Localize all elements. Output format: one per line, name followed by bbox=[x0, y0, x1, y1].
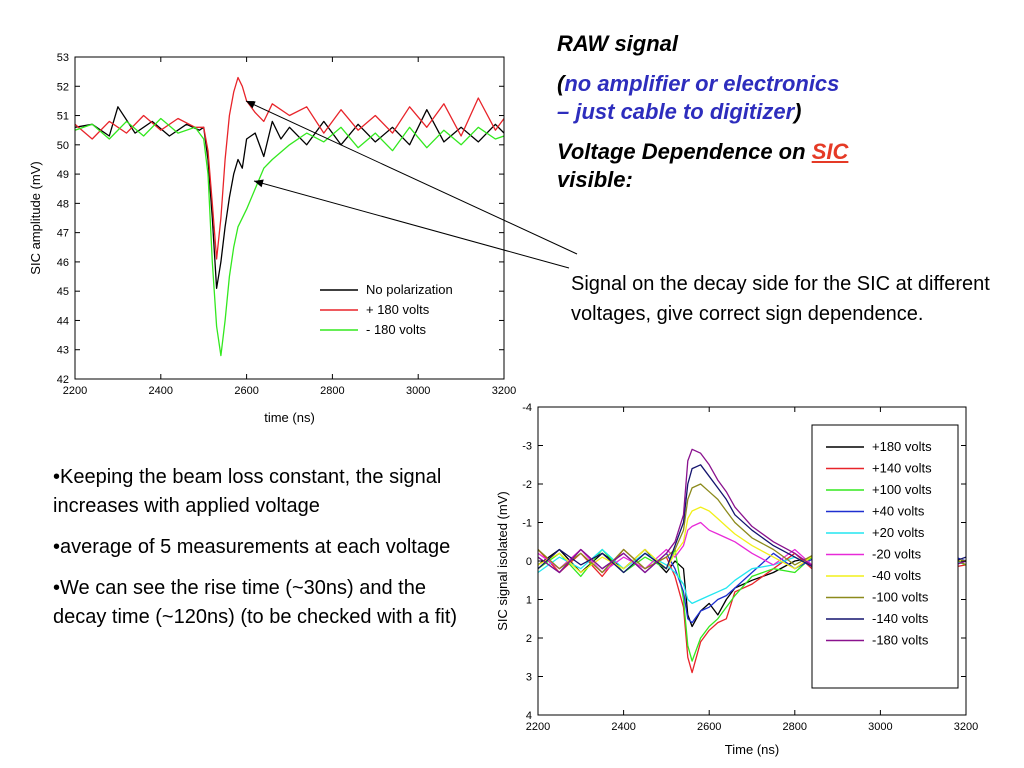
series-line bbox=[75, 106, 504, 289]
y-tick-label: 3 bbox=[526, 672, 532, 684]
setup-note: (no amplifier or electronics – just cabl… bbox=[557, 70, 997, 126]
setup-note-part1: no amplifier or electronics bbox=[564, 71, 840, 96]
y-tick-label: -4 bbox=[522, 402, 532, 414]
voltage-dependence-line: Voltage Dependence on SIC visible: bbox=[557, 138, 997, 194]
chart-1: 2200 2400 2600 2800 3000 3200 42 43 44 45 46 47 48 49… bbox=[28, 52, 516, 425]
legend-label: +140 volts bbox=[872, 461, 932, 476]
y-tick-label: 53 bbox=[57, 52, 69, 64]
legend-label: + 180 volts bbox=[366, 302, 430, 317]
legend-label: +20 volts bbox=[872, 525, 925, 540]
y-tick-label: 4 bbox=[526, 710, 532, 722]
x-tick-label: 2800 bbox=[320, 385, 344, 397]
legend-label: -180 volts bbox=[872, 633, 929, 648]
x-tick-label: 2800 bbox=[783, 721, 807, 733]
x-tick-label: 3000 bbox=[868, 721, 892, 733]
y-tick-label: 1 bbox=[526, 595, 532, 607]
y-tick-label: 44 bbox=[57, 315, 69, 327]
x-tick-label: 2200 bbox=[63, 385, 87, 397]
y-tick-label: -1 bbox=[522, 518, 532, 530]
y-tick-label: 49 bbox=[57, 169, 69, 181]
voltage-dependence-prefix: Voltage Dependence on bbox=[557, 139, 812, 164]
x-tick-label: 2400 bbox=[149, 385, 173, 397]
x-tick-label: 2600 bbox=[234, 385, 258, 397]
y-tick-label: 2 bbox=[526, 633, 532, 645]
y-tick-label: 51 bbox=[57, 111, 69, 123]
y-tick-label: 46 bbox=[57, 257, 69, 269]
x-axis-label: Time (ns) bbox=[725, 742, 779, 757]
bullet-item: •Keeping the beam loss constant, the sig… bbox=[53, 466, 442, 517]
y-tick-label: -3 bbox=[522, 441, 532, 453]
series-line bbox=[75, 117, 504, 357]
y-axis-label: SIC signal isolated (mV) bbox=[495, 491, 510, 630]
x-tick-label: 3000 bbox=[406, 385, 430, 397]
y-tick-label: 43 bbox=[57, 345, 69, 357]
callout-arrow-line bbox=[245, 100, 578, 255]
callout-arrow-head bbox=[254, 179, 264, 188]
y-tick-label: 48 bbox=[57, 198, 69, 210]
series-line bbox=[75, 76, 504, 260]
y-tick-label: 42 bbox=[57, 374, 69, 386]
y-tick-label: 50 bbox=[57, 140, 69, 152]
chart-2: 2200 2400 2600 2800 3000 3200 -4 -3 -2 -1 0 1 2 3 4 Tim… bbox=[495, 402, 978, 757]
x-tick-label: 2200 bbox=[526, 721, 550, 733]
setup-note-part2: – just cable to digitizer bbox=[557, 99, 795, 124]
y-tick-label: 47 bbox=[57, 228, 69, 240]
legend-label: +40 volts bbox=[872, 504, 925, 519]
bullet-item: •average of 5 measurements at each volta… bbox=[53, 536, 451, 558]
callout-text: Signal on the decay side for the SIC at … bbox=[571, 273, 990, 325]
legend-label: -140 volts bbox=[872, 611, 929, 626]
legend-label: No polarization bbox=[366, 282, 453, 297]
bullet-item: •We can see the rise time (~30ns) and th… bbox=[53, 577, 458, 628]
y-tick-label: 52 bbox=[57, 81, 69, 93]
x-tick-label: 2600 bbox=[697, 721, 721, 733]
x-tick-label: 2400 bbox=[611, 721, 635, 733]
legend-label: -100 volts bbox=[872, 590, 929, 605]
y-axis-label: SIC amplitude (mV) bbox=[28, 161, 43, 274]
close-paren: ) bbox=[794, 99, 802, 124]
raw-signal-title: RAW signal bbox=[557, 31, 679, 56]
legend-label: +100 volts bbox=[872, 482, 932, 497]
y-tick-label: -2 bbox=[522, 479, 532, 491]
slide-heading: RAW signal (no amplifier or electronics … bbox=[557, 30, 997, 206]
callout-arrow-head bbox=[246, 101, 256, 109]
visible-word: visible: bbox=[557, 167, 633, 192]
x-tick-label: 3200 bbox=[954, 721, 978, 733]
open-paren: ( bbox=[557, 71, 565, 96]
sic-word: SIC bbox=[811, 139, 849, 164]
y-tick-label: 0 bbox=[526, 556, 532, 568]
bullet-list: •Keeping the beam loss constant, the sig… bbox=[53, 463, 463, 644]
legend-label: +180 volts bbox=[872, 439, 932, 454]
x-axis-label: time (ns) bbox=[264, 410, 315, 425]
legend-label: - 180 volts bbox=[366, 322, 426, 337]
legend-label: -40 volts bbox=[872, 568, 922, 583]
legend-label: -20 volts bbox=[872, 547, 922, 562]
y-tick-label: 45 bbox=[57, 286, 69, 298]
plot-frame bbox=[74, 56, 505, 380]
callout-arrow-line bbox=[253, 180, 570, 269]
x-tick-label: 3200 bbox=[492, 385, 516, 397]
